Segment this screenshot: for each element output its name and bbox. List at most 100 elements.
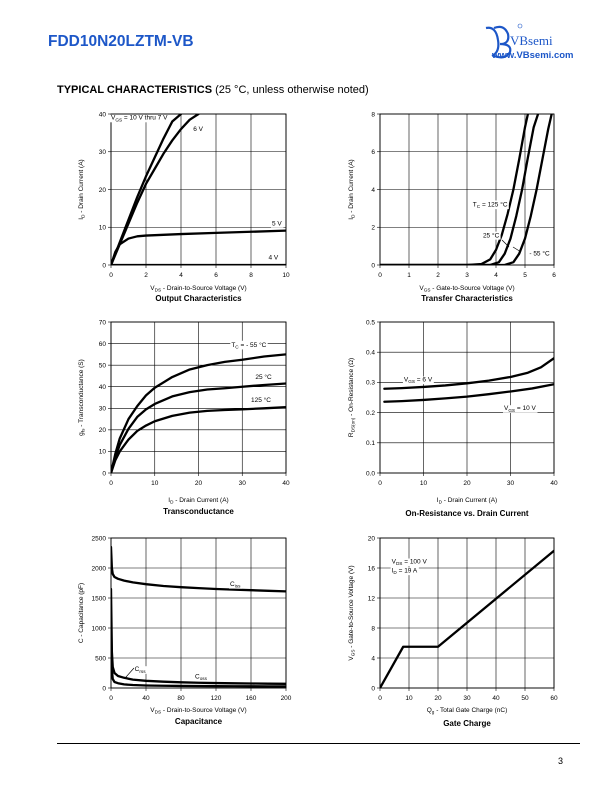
x-tick-label: 0 [109,695,113,702]
chart-5: 0 40 80 120 160 20005001000150020002500CissCr… [78,535,292,726]
x-tick-label: 10 [405,695,413,702]
series-line [111,545,286,593]
annotation-bg [267,254,280,262]
chart-4: 0 10 20 30 40 0.0 0.1 0.2 0.3 0.4 0.5 VGS = 6 V VGS … [348,319,558,518]
x-tick-label: 6 [214,272,218,279]
annotation-bg [390,558,429,567]
chart-caption: Transconductance [163,507,234,516]
y-tick-label: 20 [99,427,107,434]
annotation-label: 6 V [193,126,203,133]
annotation-label: TC = 125 °C [473,200,508,209]
y-tick-label: 16 [368,565,376,572]
series-line [111,614,286,688]
x-tick-label: 20 [463,480,471,487]
y-tick-label: 2500 [92,535,107,542]
y-tick-label: 40 [99,384,107,391]
x-tick-label: 1 [407,272,411,279]
x-tick-label: 10 [420,480,428,487]
annotation-label: VGS = 10 V [504,405,537,413]
x-tick-label: 200 [281,695,292,702]
x-axis-label: Qg - Total Gate Charge (nC) [427,707,508,715]
series-line [111,229,286,265]
x-tick-label: 160 [246,695,257,702]
section-note: (25 °C, unless otherwise noted) [215,84,369,96]
part-number: FDD10N20LZTM-VB [48,33,194,50]
annotation-bg [402,376,434,385]
series-line [111,406,286,473]
annotation-bg [254,373,274,382]
x-tick-label: 30 [239,480,247,487]
y-tick-label: 8 [371,111,375,118]
annotation-label: Ciss [230,581,241,589]
annotation-bg [471,200,509,210]
y-tick-label: 10 [99,225,107,232]
y-tick-label: 0.5 [366,319,375,326]
registered-icon [517,23,523,29]
x-axis-label: VDS - Drain-to-Source Voltage (V) [150,707,246,715]
y-tick-label: 1500 [92,595,107,602]
y-tick-label: 8 [371,625,375,632]
y-tick-label: 70 [99,319,107,326]
series-line [383,383,554,403]
chart-caption: Output Characteristics [155,294,242,303]
y-tick-label: 1000 [92,625,107,632]
annotation-bg [250,395,273,404]
x-tick-label: 40 [492,695,500,702]
footer-rule [57,743,580,744]
annotation-arrow [512,246,522,253]
series-line [380,114,540,265]
chart-caption: Capacitance [175,717,223,726]
y-tick-label: 0.1 [366,440,375,447]
y-axis-label: ID - Drain Current (A) [78,159,86,219]
x-tick-label: 0 [109,272,113,279]
annotation-label: 25 °C [483,232,500,240]
y-axis-label: ID - Drain Current (A) [348,159,356,219]
page-number: 3 [558,756,564,766]
y-tick-label: 60 [99,341,107,348]
x-tick-label: 10 [282,272,290,279]
series-line [383,357,554,390]
x-tick-label: 80 [177,695,185,702]
annotation-bg [502,405,538,413]
series-line [111,382,286,473]
x-tick-label: 4 [179,272,183,279]
y-tick-label: 0 [102,262,106,269]
annotation-bg [481,231,501,240]
annotation-bg [390,567,419,576]
brand-name: VBsemi [510,33,553,48]
series-line [380,549,554,688]
y-tick-label: 0 [102,685,106,692]
annotation-label: 125 °C [251,396,271,404]
y-tick-label: 4 [371,187,375,194]
annotation-label: VGS = 10 V thru 7 V [111,115,168,123]
x-tick-label: 40 [282,480,290,487]
x-axis-label: VGS - Gate-to-Source Voltage (V) [419,285,514,293]
logo-mark [485,25,512,59]
section-title: TYPICAL CHARACTERISTICS [57,84,213,96]
website-link[interactable]: www.VBsemi.com [492,50,574,61]
plot-frame [110,321,287,474]
x-tick-label: 30 [463,695,471,702]
x-tick-label: 0 [378,272,382,279]
x-tick-label: 60 [550,695,558,702]
y-tick-label: 0.0 [366,470,375,477]
y-tick-label: 10 [99,449,107,456]
y-tick-label: 0.2 [366,410,375,417]
x-tick-label: 0 [378,480,382,487]
x-tick-label: 8 [249,272,253,279]
chart-6: 0 10 20 30 40 50 60 0 4 8 12 16 20 VDS = 100 VID = 19… [348,535,558,728]
y-axis-label: VGS - Gate-to-Source Voltage (V) [348,565,356,660]
y-tick-label: 20 [368,535,376,542]
chart-2: 0 1 2 3 4 5 6 0 2 4 6 8 TC = 125 °C 25 °C - 55 °C VGS -… [348,111,556,303]
x-tick-label: 40 [550,480,558,487]
y-tick-label: 6 [371,149,375,156]
x-tick-label: 30 [507,480,515,487]
x-axis-label: ID - Drain Current (A) [168,497,228,505]
annotation-label: VDS = 100 V [392,559,428,567]
x-tick-label: 50 [521,695,529,702]
brand-logo [485,23,523,59]
x-tick-label: 6 [552,272,556,279]
x-tick-label: 120 [211,695,222,702]
y-tick-label: 2 [371,225,375,232]
y-tick-label: 40 [99,111,107,118]
